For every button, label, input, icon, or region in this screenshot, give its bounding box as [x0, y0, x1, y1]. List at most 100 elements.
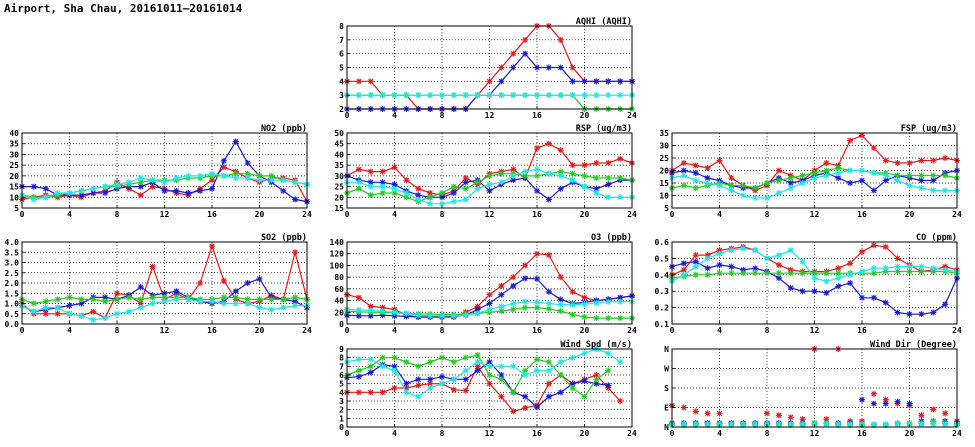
point-green — [605, 315, 612, 322]
point-blue — [692, 170, 699, 176]
point-green — [617, 175, 624, 181]
point-blue — [859, 396, 865, 403]
point-cyan — [569, 354, 576, 361]
point-green — [894, 268, 901, 275]
point-red — [918, 412, 925, 419]
point-cyan — [462, 312, 469, 319]
y-tick-label: 0.2 — [655, 304, 670, 313]
point-cyan — [102, 183, 109, 190]
x-tick-label: 8 — [115, 210, 120, 219]
y-tick-label: 140 — [330, 238, 345, 247]
point-blue — [545, 393, 552, 400]
point-red — [367, 303, 374, 310]
point-cyan — [823, 278, 830, 285]
x-tick-label: 12 — [160, 326, 170, 335]
point-blue — [692, 258, 699, 265]
point-blue — [232, 288, 239, 295]
point-cyan — [367, 356, 374, 363]
point-green — [42, 298, 49, 305]
point-red — [835, 265, 842, 272]
y-tick-label: 7 — [339, 362, 344, 371]
point-blue — [557, 185, 564, 192]
x-tick-label: 4 — [392, 210, 397, 219]
x-tick-label: 24 — [627, 429, 637, 438]
point-cyan — [439, 200, 445, 207]
point-green — [66, 294, 73, 301]
point-cyan — [66, 310, 73, 317]
point-cyan — [569, 92, 576, 99]
point-cyan — [847, 421, 854, 428]
y-tick-label: 3.0 — [5, 259, 20, 268]
point-red — [367, 389, 374, 396]
point-cyan — [486, 306, 493, 313]
point-cyan — [847, 271, 854, 278]
point-blue — [173, 288, 180, 295]
point-green — [450, 183, 457, 190]
point-blue — [292, 196, 299, 203]
point-red — [692, 252, 699, 259]
point-blue — [280, 187, 287, 194]
series-cyan — [344, 92, 635, 99]
y-tick-label: 2 — [339, 105, 344, 114]
point-red — [859, 132, 865, 139]
point-cyan — [557, 301, 564, 308]
point-green — [462, 185, 469, 192]
x-tick-label: 24 — [302, 326, 312, 335]
point-green — [835, 165, 842, 171]
point-blue — [593, 78, 600, 85]
point-blue — [906, 311, 913, 318]
point-cyan — [78, 187, 85, 194]
point-cyan — [534, 166, 540, 173]
point-cyan — [716, 182, 723, 189]
point-green — [930, 172, 937, 179]
point-cyan — [90, 316, 97, 323]
x-tick-label: 8 — [440, 210, 445, 219]
point-blue — [882, 299, 889, 306]
y-tick-label: 35 — [659, 129, 669, 138]
point-cyan — [545, 367, 552, 374]
point-red — [220, 277, 227, 284]
point-cyan — [427, 312, 434, 319]
point-cyan — [752, 247, 759, 254]
point-red — [534, 250, 540, 257]
point-cyan — [90, 185, 97, 192]
x-tick-label: 20 — [580, 326, 590, 335]
x-tick-label: 20 — [905, 429, 915, 438]
x-tick-label: 16 — [207, 326, 217, 335]
point-red — [847, 137, 854, 144]
point-cyan — [379, 363, 386, 370]
point-red — [522, 36, 529, 43]
point-cyan — [173, 296, 180, 303]
y-tick-label: S — [664, 384, 669, 393]
series-blue — [344, 359, 612, 411]
x-tick-label: 16 — [532, 210, 542, 219]
point-cyan — [692, 421, 699, 428]
point-green — [90, 296, 97, 303]
point-red — [557, 147, 564, 154]
point-cyan — [593, 92, 600, 99]
point-cyan — [486, 181, 493, 188]
point-cyan — [450, 198, 457, 205]
point-red — [859, 248, 865, 255]
point-red — [942, 155, 949, 161]
y-tick-label: 25 — [9, 161, 19, 170]
point-red — [870, 145, 877, 151]
point-cyan — [605, 350, 612, 357]
y-tick-label: 5 — [664, 204, 669, 213]
point-cyan — [775, 190, 782, 196]
point-red — [355, 166, 362, 173]
point-red — [403, 385, 410, 391]
point-red — [137, 300, 144, 307]
point-blue — [522, 393, 529, 400]
point-green — [427, 359, 434, 365]
point-blue — [569, 78, 576, 85]
point-cyan — [617, 194, 624, 201]
point-blue — [498, 372, 505, 378]
point-green — [787, 175, 794, 181]
point-red — [486, 291, 493, 298]
point-blue — [78, 300, 85, 307]
y-tick-label: 5 — [14, 204, 19, 213]
point-green — [835, 270, 842, 277]
point-blue — [510, 177, 517, 184]
